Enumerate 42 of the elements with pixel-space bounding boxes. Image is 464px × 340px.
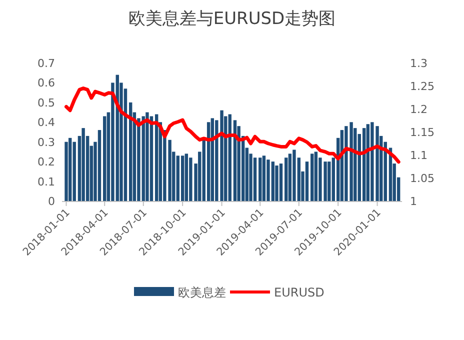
y-tick-label: 0.1	[38, 175, 55, 188]
legend-label: EURUSD	[274, 286, 324, 300]
bar	[288, 154, 292, 201]
y-tick-label: 0.5	[38, 96, 55, 110]
legend-label: 欧美息差	[178, 286, 226, 300]
bar	[68, 138, 72, 201]
bar	[206, 122, 210, 201]
bar	[184, 154, 188, 201]
y2-tick-label: 1.1	[410, 149, 428, 162]
bar	[253, 158, 257, 201]
bar	[128, 102, 132, 201]
bar	[314, 152, 318, 201]
bar	[279, 164, 283, 201]
y2-tick-label: 1.25	[410, 80, 434, 93]
bar	[275, 166, 278, 201]
bar	[328, 162, 331, 201]
bar	[262, 156, 266, 201]
bar	[82, 128, 85, 201]
chart-title: 欧美息差与EURUSD走势图	[128, 9, 336, 29]
bar	[258, 158, 262, 201]
y-tick-label: 0.6	[38, 76, 55, 90]
bar	[72, 142, 76, 201]
y-tick-label: 0	[48, 195, 55, 208]
y2-tick-label: 1	[410, 195, 417, 208]
bar	[228, 114, 232, 201]
y2-tick-label: 1.15	[410, 126, 434, 139]
bar	[98, 130, 102, 201]
bar	[146, 112, 149, 201]
bar	[64, 142, 68, 201]
bar	[305, 162, 309, 201]
bar	[103, 116, 106, 201]
bar	[284, 158, 288, 201]
y-tick-label: 0.7	[38, 57, 55, 70]
y-tick-label: 0.2	[38, 156, 55, 169]
y2-tick-label: 1.05	[410, 172, 434, 185]
y2-tick-label: 1.2	[410, 103, 428, 116]
bar	[310, 154, 314, 201]
bar	[150, 116, 154, 201]
bar	[180, 156, 184, 201]
y-tick-label: 0.4	[38, 116, 55, 130]
y-tick-label: 0.3	[38, 136, 55, 149]
y2-tick-label: 1.3	[410, 57, 428, 70]
